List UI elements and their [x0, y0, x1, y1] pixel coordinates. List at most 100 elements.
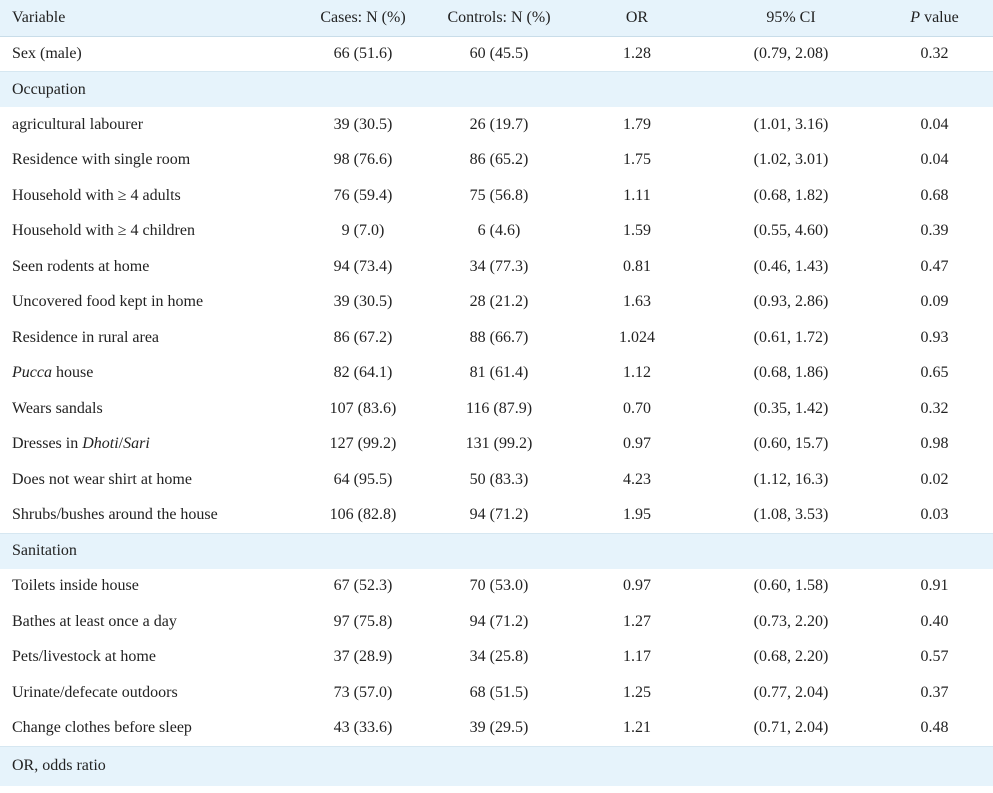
p-cell: 0.40 — [920, 612, 949, 630]
cases-cell: 73 (57.0) — [333, 683, 393, 701]
table-row: Does not wear shirt at home 64 (95.5) 50… — [0, 462, 993, 498]
table-row: Wears sandals 107 (83.6) 116 (87.9) 0.70… — [0, 391, 993, 427]
ci-cell: (1.01, 3.16) — [753, 115, 829, 133]
or-cell: 1.024 — [619, 328, 655, 346]
row-label-rest: house — [51, 364, 94, 382]
cases-cell: 37 (28.9) — [333, 648, 393, 666]
cases-cell: 67 (52.3) — [333, 577, 393, 595]
or-cell: 1.75 — [623, 151, 651, 169]
section-row-occupation: Occupation — [0, 71, 993, 107]
or-cell: 4.23 — [623, 470, 651, 488]
ci-cell: (0.71, 2.04) — [753, 719, 829, 736]
controls-cell: 34 (77.3) — [469, 257, 529, 275]
row-label: agricultural labourer — [12, 115, 144, 133]
p-cell: 0.04 — [920, 115, 949, 133]
controls-cell: 39 (29.5) — [469, 719, 529, 736]
cases-cell: 107 (83.6) — [329, 399, 397, 417]
table-row: Pucca house 82 (64.1) 81 (61.4) 1.12 (0.… — [0, 356, 993, 392]
row-label: Shrubs/bushes around the house — [12, 506, 218, 523]
header-ci: 95% CI — [766, 8, 816, 26]
controls-cell: 28 (21.2) — [469, 293, 529, 311]
p-cell: 0.91 — [920, 577, 949, 595]
p-cell: 0.57 — [920, 648, 949, 666]
row-label: Residence with single room — [12, 151, 191, 169]
row-label-slash: / — [118, 435, 124, 453]
p-cell: 0.03 — [920, 506, 949, 523]
ci-cell: (0.68, 2.20) — [753, 648, 829, 666]
table-row: Pets/livestock at home 37 (28.9) 34 (25.… — [0, 640, 993, 676]
cases-cell: 39 (30.5) — [333, 293, 393, 311]
controls-cell: 68 (51.5) — [469, 683, 529, 701]
p-cell: 0.65 — [920, 364, 949, 382]
row-label: Does not wear shirt at home — [12, 470, 192, 488]
ci-cell: (0.68, 1.82) — [753, 186, 829, 204]
header-controls: Controls: N (%) — [447, 8, 551, 26]
or-cell: 1.28 — [623, 44, 651, 62]
table-row: Household with ≥ 4 children 9 (7.0) 6 (4… — [0, 214, 993, 250]
header-p-rest: value — [920, 8, 959, 26]
or-cell: 1.25 — [623, 683, 651, 701]
or-cell: 0.97 — [623, 435, 651, 453]
table-row: Residence with single room 98 (76.6) 86 … — [0, 143, 993, 179]
cases-cell: 97 (75.8) — [333, 612, 393, 630]
cases-cell: 43 (33.6) — [333, 719, 393, 736]
footnote: OR, odds ratio — [0, 745, 993, 786]
or-cell: 0.81 — [623, 257, 651, 275]
cases-cell: 94 (73.4) — [333, 257, 393, 275]
cases-cell: 76 (59.4) — [333, 186, 393, 204]
table-row: Urinate/defecate outdoors 73 (57.0) 68 (… — [0, 675, 993, 711]
row-label: Uncovered food kept in home — [12, 293, 204, 311]
or-cell: 1.11 — [623, 186, 651, 204]
ci-cell: (0.35, 1.42) — [753, 399, 829, 417]
row-label: Dresses in Dhoti/Sari — [0, 427, 296, 463]
p-cell: 0.39 — [920, 222, 949, 240]
or-cell: 0.97 — [623, 577, 651, 595]
cases-cell: 106 (82.8) — [329, 506, 397, 523]
cases-cell: 86 (67.2) — [333, 328, 393, 346]
controls-cell: 116 (87.9) — [465, 399, 533, 417]
p-cell: 0.93 — [920, 328, 949, 346]
ci-cell: (0.46, 1.43) — [753, 257, 829, 275]
cases-cell: 98 (76.6) — [333, 151, 393, 169]
header-cases: Cases: N (%) — [320, 8, 406, 26]
row-label: Pucca house — [0, 356, 296, 392]
row-label: Sex (male) — [12, 44, 82, 62]
or-cell: 1.95 — [623, 506, 651, 523]
or-cell: 1.17 — [623, 648, 651, 666]
or-cell: 1.21 — [623, 719, 651, 736]
p-cell: 0.68 — [920, 186, 949, 204]
table-row: Seen rodents at home 94 (73.4) 34 (77.3)… — [0, 249, 993, 285]
ci-cell: (1.12, 16.3) — [753, 470, 829, 488]
p-cell: 0.32 — [920, 399, 949, 417]
table-row: Toilets inside house 67 (52.3) 70 (53.0)… — [0, 569, 993, 605]
controls-cell: 50 (83.3) — [469, 470, 529, 488]
cases-cell: 9 (7.0) — [341, 222, 385, 240]
table-row: Shrubs/bushes around the house 106 (82.8… — [0, 498, 993, 534]
p-cell: 0.48 — [920, 719, 949, 736]
p-cell: 0.09 — [920, 293, 949, 311]
p-cell: 0.98 — [920, 435, 949, 453]
row-label: Seen rodents at home — [12, 257, 150, 275]
p-cell: 0.04 — [920, 151, 949, 169]
or-cell: 1.12 — [623, 364, 651, 382]
table-row: Uncovered food kept in home 39 (30.5) 28… — [0, 285, 993, 321]
row-label: Household with ≥ 4 adults — [12, 186, 181, 204]
cases-cell: 64 (95.5) — [333, 470, 393, 488]
controls-cell: 88 (66.7) — [469, 328, 529, 346]
controls-cell: 75 (56.8) — [469, 186, 529, 204]
ci-cell: (0.61, 1.72) — [753, 328, 829, 346]
controls-cell: 60 (45.5) — [469, 44, 529, 62]
ci-cell: (0.60, 15.7) — [753, 435, 829, 453]
cases-cell: 82 (64.1) — [333, 364, 393, 382]
ci-cell: (0.73, 2.20) — [753, 612, 829, 630]
table-row: Dresses in Dhoti/Sari 127 (99.2) 131 (99… — [0, 427, 993, 463]
ci-cell: (1.08, 3.53) — [753, 506, 829, 523]
table-footnote-row: OR, odds ratio — [0, 745, 993, 786]
table-row: Bathes at least once a day 97 (75.8) 94 … — [0, 604, 993, 640]
ci-cell: (1.02, 3.01) — [753, 151, 829, 169]
or-cell: 1.63 — [623, 293, 651, 311]
controls-cell: 131 (99.2) — [465, 435, 533, 453]
header-p-letter: P — [910, 8, 921, 26]
table-header-row: Variable Cases: N (%) Controls: N (%) OR… — [0, 0, 993, 36]
